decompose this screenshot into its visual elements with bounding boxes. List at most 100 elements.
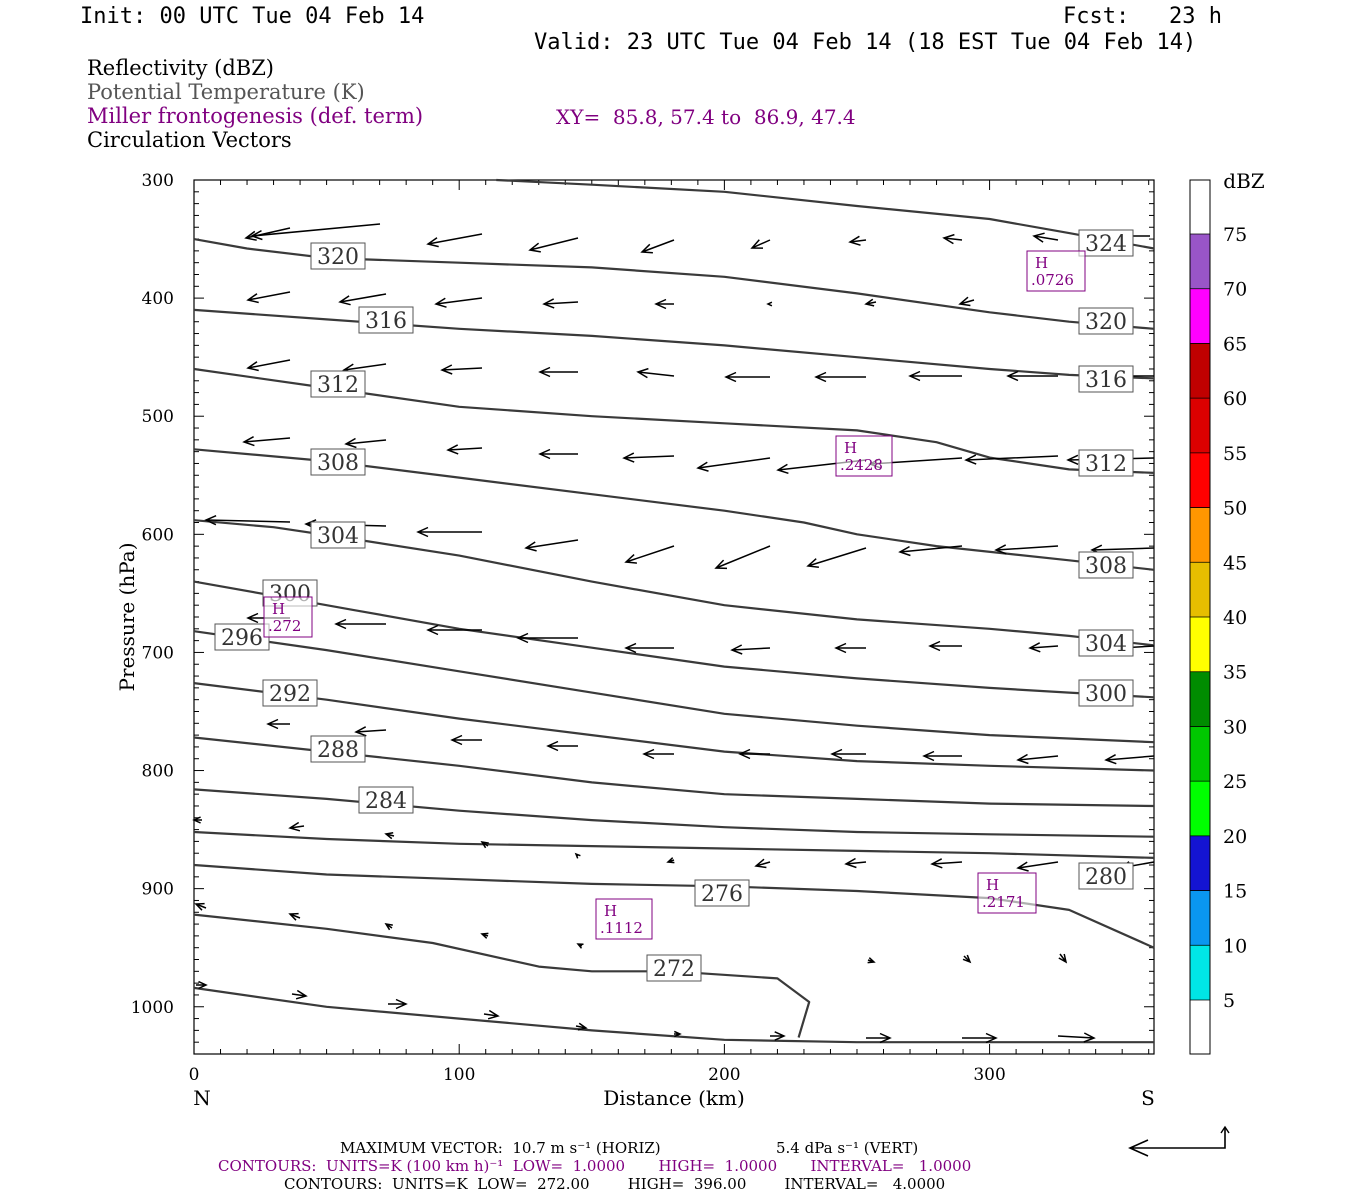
circulation-vector: [546, 740, 578, 752]
colorbar-label: 20: [1223, 826, 1247, 848]
circulation-vector: [538, 366, 578, 378]
circulation-vector: [528, 237, 579, 253]
isentrope-label-box: [1078, 449, 1134, 477]
isentrope-label-box: [1078, 629, 1134, 657]
isentrope-label: 316: [1085, 368, 1127, 393]
circulation-vector: [480, 932, 489, 939]
circulation-vector: [338, 293, 387, 306]
valid-time: Valid: 23 UTC Tue 04 Feb 14 (18 EST Tue …: [534, 30, 1197, 55]
circulation-vector: [384, 831, 395, 840]
circulation-vector: [962, 1032, 998, 1044]
colorbar-label: 5: [1223, 990, 1235, 1012]
circulation-vector: [288, 821, 305, 832]
isentrope-label: 320: [317, 245, 359, 270]
reference-vector-arrow: [1128, 1128, 1226, 1157]
circulation-vector: [246, 291, 291, 304]
isentrope-label: 284: [365, 789, 407, 814]
isentrope-label: 304: [1085, 632, 1127, 657]
x-tick-label: 300: [973, 1065, 1005, 1085]
circulation-vector: [538, 448, 578, 460]
circulation-vector: [1104, 754, 1155, 765]
y-tick-label: 700: [142, 643, 174, 663]
circulation-vector: [962, 954, 972, 964]
field-label-vectors: Circulation Vectors: [87, 128, 292, 152]
y-tick-label: 800: [142, 762, 174, 782]
colorbar-label: 10: [1223, 935, 1247, 957]
frontogenesis-max-value: .2428: [840, 456, 883, 474]
colorbar-cell: [1190, 343, 1210, 399]
isentrope-label-box: [1078, 229, 1134, 257]
isentrope-300: [193, 580, 1155, 699]
isentrope-label-box: [310, 521, 366, 549]
isentrope-label-box: [358, 306, 414, 334]
init-time: Init: 00 UTC Tue 04 Feb 14: [80, 4, 425, 29]
circulation-vector: [908, 370, 962, 382]
circulation-vector: [922, 750, 962, 762]
circulation-vector: [866, 1032, 892, 1044]
isentrope-312: [193, 367, 1155, 474]
colorbar-label: 25: [1223, 771, 1247, 793]
circulation-vector: [354, 726, 387, 737]
frontogenesis-max-box: [263, 596, 313, 638]
frontogenesis-max-box: [835, 435, 893, 477]
circulation-vector: [830, 748, 866, 760]
plot-border: [193, 179, 1155, 1055]
circulation-vector: [673, 1030, 682, 1038]
circulation-vectors: [192, 223, 1155, 1044]
isentrope-label-box: [1078, 365, 1134, 393]
colorbar-cell: [1190, 398, 1210, 453]
circulation-vector: [766, 301, 773, 307]
isentrope-label-box: [646, 954, 702, 982]
colorbar-cell: [1190, 452, 1210, 508]
circulation-vector: [426, 233, 483, 248]
circulation-vector: [250, 223, 381, 241]
isentrope-label-box: [310, 735, 366, 763]
isentrope-label-box: [310, 448, 366, 476]
frontogenesis-max-box: [1026, 250, 1086, 292]
circulation-vector: [834, 642, 866, 654]
circulation-vector: [480, 840, 489, 849]
colorbar-cell: [1190, 507, 1210, 563]
isentrope-316: [193, 308, 1155, 380]
circulation-vector: [730, 644, 771, 655]
theta-contour-info: CONTOURS: UNITS=K LOW= 272.00 HIGH= 396.…: [284, 1175, 946, 1193]
circulation-vector: [440, 364, 483, 375]
circulation-vector: [288, 912, 301, 921]
circulation-vector: [942, 233, 963, 245]
colorbar-cell-above: [1190, 180, 1210, 234]
circulation-vector: [754, 858, 771, 869]
circulation-vector: [450, 734, 482, 746]
frontogenesis-max-label: H: [272, 600, 285, 618]
frontogenesis-max-value: .1112: [600, 919, 643, 937]
field-label-reflectivity: Reflectivity (dBZ): [87, 56, 275, 80]
isentrope-296: [193, 630, 1155, 744]
max-vector-text: MAXIMUM VECTOR: 10.7 m s⁻¹ (HORIZ): [340, 1139, 661, 1157]
isentrope-label: 280: [1085, 865, 1127, 890]
colorbar-cell: [1190, 835, 1210, 891]
circulation-vector: [867, 957, 876, 964]
circulation-vector: [574, 852, 581, 859]
plot-frame: [193, 179, 1155, 1055]
circulation-vector: [344, 437, 387, 449]
y-tick-label: 500: [142, 407, 174, 427]
colorbar-label: 75: [1223, 224, 1247, 246]
colorbar-label: 50: [1223, 498, 1247, 520]
frontogenesis-max-value: .0726: [1031, 271, 1074, 289]
circulation-vector: [844, 857, 867, 869]
x-end-label-right: S: [1141, 1086, 1155, 1110]
isentrope-label: 312: [1085, 452, 1127, 477]
circulation-vector: [770, 1031, 786, 1041]
circulation-vector: [750, 239, 771, 249]
isentrope-unlabeled: [193, 986, 1154, 1044]
circulation-vector: [192, 816, 202, 824]
isentrope-272: [193, 913, 811, 1038]
field-label-frontogenesis: Miller frontogenesis (def. term): [87, 104, 424, 128]
circulation-vector: [848, 235, 867, 246]
circulation-vector: [714, 545, 771, 570]
isentrope-label-box: [694, 879, 750, 907]
circulation-vector: [738, 748, 770, 760]
circulation-vector: [1057, 1032, 1096, 1043]
circulation-vector: [291, 989, 308, 1000]
circulation-vector: [624, 545, 675, 564]
circulation-vector: [426, 624, 482, 636]
